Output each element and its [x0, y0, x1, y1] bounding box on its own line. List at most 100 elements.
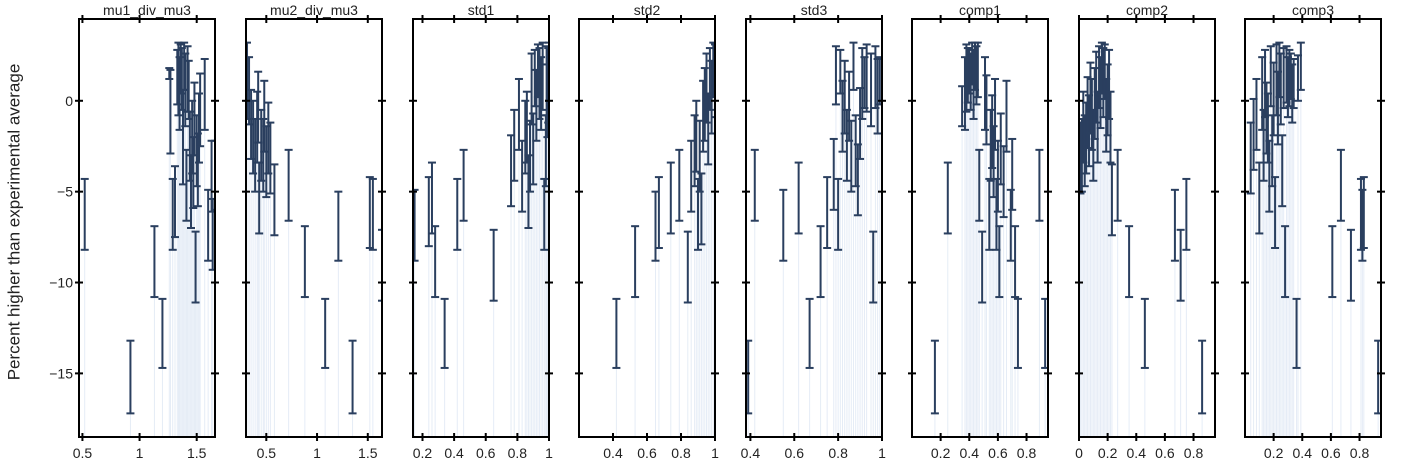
error-bar [459, 148, 468, 222]
x-tick-label: 0.8 [1017, 445, 1037, 461]
subplot-title: comp3 [1292, 2, 1334, 18]
error-bar [1140, 297, 1149, 369]
error-bar [1296, 41, 1305, 91]
subplot-title: comp1 [959, 2, 1001, 18]
error-bar [816, 225, 825, 299]
x-tick-label: 0.4 [603, 445, 623, 461]
error-bar [489, 228, 498, 302]
error-bar [126, 339, 135, 415]
x-tick-label: 0.6 [1155, 445, 1175, 461]
error-bar [1008, 137, 1017, 211]
error-bar [683, 230, 692, 304]
x-tick-label: 0 [1075, 445, 1083, 461]
error-bar [1106, 90, 1115, 164]
subplot-title: std3 [801, 2, 828, 18]
error-bar [1176, 228, 1185, 302]
error-bar [196, 72, 205, 148]
subplot-title: std1 [468, 2, 495, 18]
x-tick-label: 0.6 [476, 445, 496, 461]
error-bar [697, 172, 706, 246]
error-bar [631, 225, 640, 299]
x-tick-label: 0.8 [508, 445, 528, 461]
error-bar [348, 339, 357, 415]
error-bar [1006, 188, 1015, 262]
error-bar [334, 190, 343, 262]
x-tick-label: 1 [545, 445, 553, 461]
subplot-mu1-div-mu3: mu1_div_mu3 0 −5 −10 −15 0.5 1 1.5 [49, 2, 219, 461]
error-bar [750, 148, 759, 222]
error-bar [982, 74, 991, 146]
error-bar [829, 137, 838, 211]
x-tick-label: 0.5 [73, 445, 93, 461]
x-tick-label: 0.8 [828, 445, 848, 461]
error-bar [975, 148, 984, 222]
error-bar [1125, 225, 1134, 299]
error-bar [612, 297, 621, 369]
x-tick-label: 0.8 [1184, 445, 1204, 461]
error-bar [823, 176, 832, 249]
x-tick-label: 0.6 [637, 445, 657, 461]
subplot-title: comp2 [1126, 2, 1168, 18]
error-bar [1182, 177, 1191, 251]
error-bar [805, 297, 814, 369]
error-bar [1252, 77, 1261, 151]
error-bar [930, 339, 939, 415]
error-bar [1041, 297, 1048, 369]
subplot-title: mu1_div_mu3 [103, 2, 191, 18]
error-bar [1198, 339, 1207, 415]
error-bar [849, 41, 858, 91]
error-bar [794, 161, 803, 235]
error-bar [270, 163, 279, 237]
error-bar [300, 225, 309, 299]
error-bar [1255, 161, 1264, 235]
subplot-comp3: comp3 0.2 0.4 0.6 0.8 [1241, 2, 1385, 461]
x-tick-label: 1 [136, 445, 144, 461]
x-tick-label: 0.8 [1350, 445, 1370, 461]
subplot-frame [78, 18, 216, 438]
error-bar [537, 56, 546, 131]
x-tick-label: 0.6 [988, 445, 1008, 461]
error-bar [972, 45, 981, 106]
subplot-std2: std2 0.4 0.6 0.8 1 [575, 2, 719, 461]
y-tick-label: −15 [49, 365, 73, 381]
error-bar [875, 56, 882, 106]
error-bar [654, 176, 663, 249]
subplot-title: mu2_div_mu3 [270, 2, 358, 18]
subplot-frame [1244, 18, 1382, 438]
x-tick-label: 1.5 [187, 445, 207, 461]
error-bar [266, 121, 275, 195]
error-bar [1275, 41, 1284, 99]
error-bar [867, 52, 876, 128]
error-bar [514, 77, 523, 151]
error-bar [321, 297, 330, 369]
error-bar [973, 41, 982, 99]
subplot-std3: std3 0.4 0.6 0.8 1 [741, 2, 886, 461]
y-tick-label: 0 [65, 93, 73, 109]
error-bar [943, 161, 952, 235]
x-tick-label: 0.2 [931, 445, 951, 461]
x-tick-label: 0.4 [444, 445, 464, 461]
error-bar [80, 177, 89, 251]
x-tick-label: 0.4 [960, 445, 980, 461]
error-bar [1288, 63, 1297, 124]
error-bar [834, 177, 843, 251]
x-tick-label: 1 [878, 445, 886, 461]
error-bar [981, 56, 990, 131]
subplot-comp1: comp1 0.2 0.4 0.6 0.8 [908, 2, 1052, 461]
error-bar [675, 148, 684, 222]
error-bar [158, 297, 167, 369]
error-bar [985, 177, 994, 251]
error-bar [171, 165, 179, 239]
error-bar [1359, 176, 1368, 249]
x-tick-label: 0.4 [741, 445, 761, 461]
error-bar [666, 161, 675, 235]
error-bar [831, 45, 840, 106]
x-tick-label: 0.2 [1264, 445, 1284, 461]
error-bar [862, 43, 871, 113]
error-bar [1336, 148, 1345, 222]
error-bar [1011, 225, 1020, 299]
error-bar [540, 177, 549, 251]
error-bar [1170, 188, 1179, 262]
error-bar [195, 92, 203, 164]
x-tick-label: 0.2 [413, 445, 433, 461]
